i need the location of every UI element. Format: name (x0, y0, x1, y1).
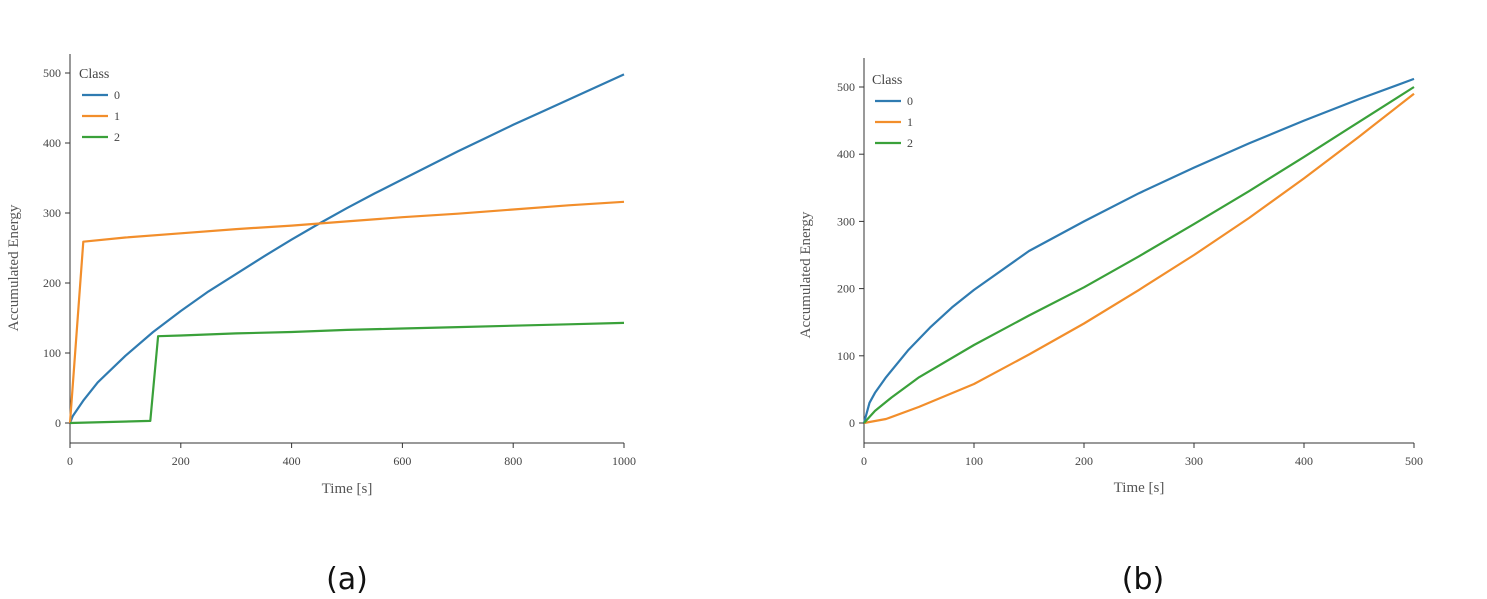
x-tick-label: 100 (965, 454, 983, 468)
y-tick-label: 300 (837, 214, 855, 228)
x-tick-label: 0 (67, 454, 73, 468)
panel-a-chart: 0 200 400 600 800 1000 0 100 200 300 400 500 Time [s… (6, 54, 636, 497)
panel-b-label: (b) (1122, 562, 1164, 597)
y-tick-label: 500 (837, 80, 855, 94)
y-axis-title: Accumulated Energy (798, 211, 814, 338)
panel-a-label: (a) (326, 562, 368, 597)
x-tick-label: 400 (1295, 454, 1313, 468)
x-tick-label: 600 (393, 454, 411, 468)
x-axis-title: Time [s] (1114, 480, 1165, 496)
x-tick-label: 200 (1075, 454, 1093, 468)
y-axis-title: Accumulated Energy (6, 204, 22, 331)
x-tick-label: 300 (1185, 454, 1203, 468)
legend-label-class-1: 1 (907, 115, 913, 129)
series-line-class-1 (68, 200, 625, 424)
legend-label-class-0: 0 (907, 94, 913, 108)
panel-b-chart: 0 100 200 300 400 500 0 100 200 300 400 500 Time [s]… (798, 58, 1423, 496)
y-tick-label: 200 (43, 276, 61, 290)
y-tick-label: 100 (43, 346, 61, 360)
x-tick-label: 200 (172, 454, 190, 468)
y-tick-label: 400 (837, 147, 855, 161)
legend-label-class-2: 2 (114, 130, 120, 144)
y-tick-label: 400 (43, 136, 61, 150)
y-tick-label: 200 (837, 282, 855, 296)
x-tick-label: 1000 (612, 454, 636, 468)
y-tick-label: 100 (837, 349, 855, 363)
y-tick-label: 300 (43, 206, 61, 220)
y-tick-label: 0 (55, 416, 61, 430)
series-line-class-2 (863, 86, 1415, 424)
x-tick-label: 500 (1405, 454, 1423, 468)
x-tick-label: 0 (861, 454, 867, 468)
series-line-class-0 (68, 73, 625, 424)
x-tick-label: 800 (504, 454, 522, 468)
series-line-class-2 (69, 321, 625, 425)
y-tick-label: 0 (849, 416, 855, 430)
legend-label-class-0: 0 (114, 88, 120, 102)
legend-title: Class (872, 73, 902, 88)
series-line-class-1 (863, 92, 1415, 425)
legend-label-class-2: 2 (907, 136, 913, 150)
x-axis-title: Time [s] (322, 481, 373, 497)
legend-title: Class (79, 67, 109, 82)
y-tick-label: 500 (43, 66, 61, 80)
x-tick-label: 400 (283, 454, 301, 468)
legend-label-class-1: 1 (114, 109, 120, 123)
series-line-class-0 (862, 77, 1415, 424)
